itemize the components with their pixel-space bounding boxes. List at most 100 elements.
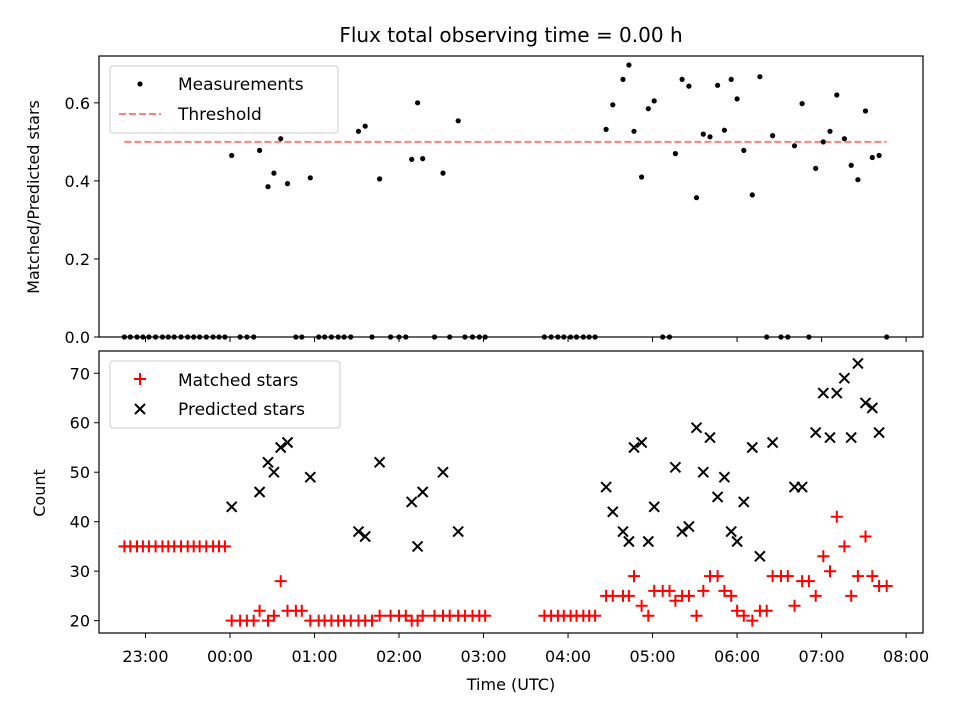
predicted-star-point [754, 550, 766, 563]
matched-star-point [737, 609, 750, 622]
count-y-tick-label: 40 [70, 513, 90, 532]
measurements-legend-marker [137, 81, 143, 87]
measurement-point [876, 152, 882, 159]
measurements-legend-label: Measurements [178, 75, 304, 95]
matched-star-point [788, 599, 801, 612]
matched-star-point [746, 614, 759, 627]
measurement-point [603, 126, 609, 132]
predicted-star-point [225, 501, 238, 513]
count-x-tick-label: 01:00 [291, 647, 337, 666]
matched-star-point [267, 609, 280, 622]
measurement-point [651, 98, 657, 104]
matched-star-point [781, 570, 794, 583]
predicted-star-point [405, 496, 418, 508]
ratio-panel-frame [98, 55, 924, 338]
predicted-star-point [852, 357, 864, 370]
matched-star-point [817, 550, 830, 563]
predicted-star-point [690, 421, 703, 434]
predicted-star-point [711, 491, 724, 503]
matched-stars-legend-label: Matched stars [178, 371, 298, 391]
measurement-point [799, 101, 805, 107]
count-y-tick-label: 70 [70, 364, 90, 383]
count-panel-frame [98, 350, 924, 634]
measurement-point [610, 102, 616, 108]
predicted-star-point [607, 506, 619, 518]
measurement-point [855, 177, 861, 183]
predicted-star-point [642, 535, 655, 548]
measurement-point [721, 127, 728, 133]
measurement-point [693, 195, 700, 201]
predicted-star-point [683, 520, 695, 533]
count-y-tick-label: 50 [70, 463, 90, 482]
matched-star-point [642, 609, 655, 622]
matched-star-point [606, 589, 619, 602]
ratio-y-axis: 0.0 0.2 0.4 0.6 [65, 94, 99, 347]
matched-star-point [731, 604, 744, 617]
ratio-y-tick-label: 0.6 [65, 94, 90, 113]
matched-star-point [845, 589, 858, 602]
measurement-point [415, 100, 421, 106]
measurement-point [278, 136, 284, 142]
predicted-star-point [253, 486, 266, 498]
matched-star-point [366, 614, 378, 627]
matched-star-point [830, 510, 843, 523]
measurement-point [686, 83, 692, 89]
measurement-point [620, 76, 626, 82]
matched-star-point [682, 589, 695, 602]
ratio-y-tick-label: 0.4 [65, 172, 90, 191]
predicted-star-point [416, 486, 429, 498]
count-x-tick-label: 06:00 [714, 647, 760, 666]
matched-stars-legend-marker [134, 373, 146, 385]
predicted-star-point [352, 525, 365, 538]
measurement-point [639, 174, 645, 180]
measurement-point [827, 128, 833, 134]
matched-star-point [697, 584, 710, 597]
matched-star-point [247, 614, 260, 627]
measurement-point [409, 156, 415, 162]
count-y-axis: 20 30 40 50 60 70 [70, 364, 99, 631]
count-y-axis-label: Count [30, 469, 49, 517]
measurement-point [679, 76, 685, 82]
ratio-x-ticks [144, 337, 907, 342]
predicted-star-point [669, 461, 682, 474]
predicted-star-point [373, 456, 386, 469]
matched-star-point [760, 604, 773, 617]
matched-star-point [809, 589, 822, 602]
predicted-star-point [274, 441, 287, 454]
predicted-star-point [831, 387, 843, 399]
predicted-star-point [718, 471, 731, 483]
measurement-point [257, 147, 263, 153]
count-y-tick-label: 20 [70, 612, 90, 631]
matched-star-point [669, 594, 682, 607]
measurement-point [820, 139, 826, 145]
count-x-tick-label: 07:00 [799, 647, 845, 666]
matched-star-point [824, 565, 836, 578]
predicted-star-point [817, 387, 830, 399]
count-x-axis: 23:00 00:00 01:00 02:00 03:00 04:00 05:00 06:00… [122, 633, 929, 666]
measurement-point [284, 181, 291, 187]
threshold-legend-label: Threshold [177, 105, 262, 125]
predicted-star-point [623, 535, 635, 548]
count-x-tick-label: 08:00 [883, 647, 929, 666]
count-panel: 20 30 40 50 60 70 23:00 00:00 01:00 02:00 03:00 04… [30, 350, 929, 694]
predicted-star-point [725, 525, 737, 538]
chart-title: Flux total observing time = 0.00 h [339, 23, 682, 47]
predicted-star-point [859, 397, 872, 409]
predicted-star-point [452, 525, 464, 538]
count-marks [118, 357, 893, 627]
measurement-point [834, 92, 840, 98]
matched-star-point [866, 570, 879, 583]
predicted-star-point [437, 466, 449, 478]
predicted-star-point [746, 441, 759, 454]
matched-star-point [218, 540, 231, 553]
matched-star-point [690, 609, 703, 622]
count-x-tick-label: 04:00 [545, 647, 591, 666]
predicted-star-point [635, 436, 648, 449]
measurement-point [734, 96, 740, 102]
predicted-star-point [697, 466, 710, 478]
ratio-panel: 0.0 0.2 0.4 0.6 Matched/Predicted stars Mea… [24, 55, 924, 347]
predicted-star-point [873, 426, 885, 439]
measurement-point [841, 136, 848, 142]
matched-star-point [274, 575, 287, 588]
ratio-y-tick-label: 0.2 [65, 250, 90, 269]
